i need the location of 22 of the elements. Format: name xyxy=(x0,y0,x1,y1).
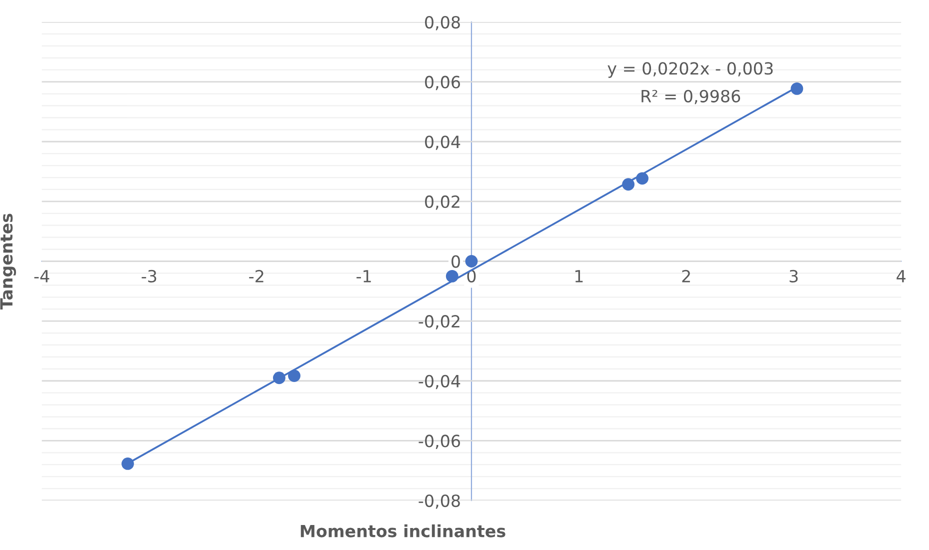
y-tick-label: 0,02 xyxy=(425,195,460,210)
y-tick-label: -0,06 xyxy=(418,434,460,449)
x-tick-label: 3 xyxy=(790,270,798,282)
y-tick-label: 0 xyxy=(452,255,460,268)
y-tick-label: -0,08 xyxy=(418,494,460,509)
y-tick-label: 0,04 xyxy=(425,136,460,150)
y-tick-label: -0,04 xyxy=(418,374,460,390)
x-tick-label: -3 xyxy=(142,270,156,282)
x-tick-label: 1 xyxy=(575,270,583,282)
point xyxy=(465,255,478,268)
x-tick-label: -1 xyxy=(356,270,371,282)
y-axis-title: Tangentes xyxy=(0,214,16,310)
x-tick-label: -2 xyxy=(249,270,264,282)
x-tick-label: 2 xyxy=(682,270,690,282)
y-tick-label: 0,08 xyxy=(425,16,460,30)
x-tick-label: 4 xyxy=(896,270,906,282)
x-axis-title: Momentos inclinantes xyxy=(300,524,506,538)
y-tick-label: 0,06 xyxy=(425,76,460,90)
y-tick-label: -0,02 xyxy=(418,315,460,330)
annotation: R² = 0,9986 xyxy=(642,90,740,104)
x-tick-label: -4 xyxy=(34,270,50,282)
annotation: y = 0,0202x - 0,003 xyxy=(608,62,773,78)
